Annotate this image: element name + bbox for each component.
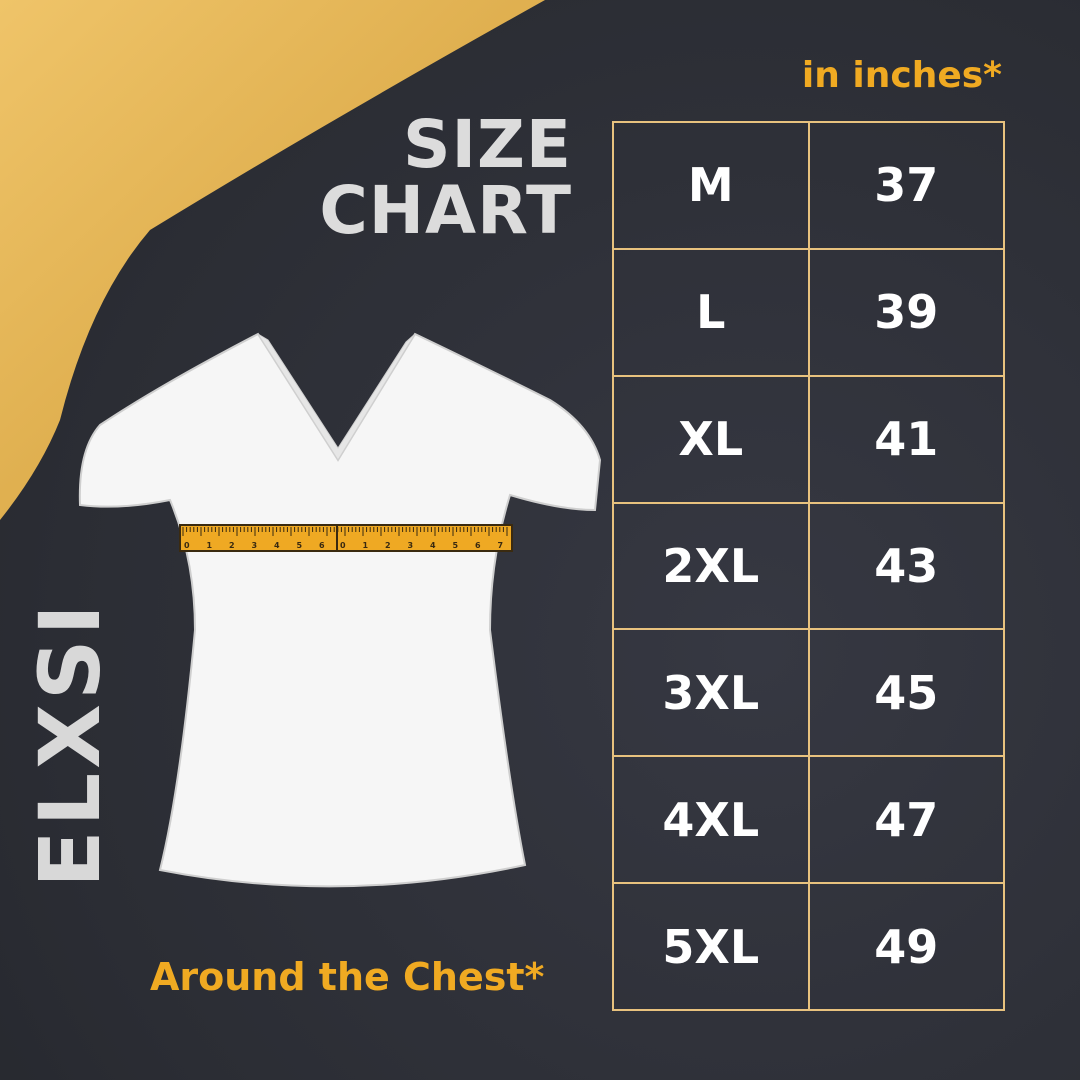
measurement-caption: Around the Chest*	[150, 955, 545, 999]
chest-cell: 37	[807, 121, 1005, 250]
tape-number: 4	[274, 541, 280, 550]
table-row: M 37	[612, 121, 1005, 250]
size-table: M 37 L 39 XL 41 2XL 43 3XL 45 4XL 47 5XL 49	[612, 121, 1005, 1011]
size-cell: 2XL	[612, 501, 810, 631]
page-title: SIZE CHART	[319, 112, 572, 244]
chest-cell: 43	[807, 501, 1005, 631]
tape-number: 6	[319, 541, 325, 550]
size-cell: 3XL	[612, 628, 810, 758]
title-line-2: CHART	[319, 172, 572, 249]
tape-number: 0	[340, 541, 346, 550]
tape-number: 6	[475, 541, 481, 550]
tshirt-illustration: 0 1 2 3 4 5 6 0 1 2 3 4 5 6 7	[78, 332, 602, 888]
title-line-1: SIZE	[402, 106, 572, 183]
chest-cell: 49	[807, 882, 1005, 1011]
measuring-tape: 0 1 2 3 4 5 6 0 1 2 3 4 5 6 7	[179, 524, 513, 552]
table-row: 4XL 47	[612, 755, 1005, 885]
tape-number: 1	[207, 541, 213, 550]
tape-number: 1	[363, 541, 369, 550]
tape-number: 3	[252, 541, 258, 550]
chest-cell: 45	[807, 628, 1005, 758]
table-row: 3XL 45	[612, 628, 1005, 758]
chest-cell: 41	[807, 374, 1005, 504]
tape-number: 2	[385, 541, 391, 550]
size-cell: 4XL	[612, 755, 810, 885]
tape-number: 4	[430, 541, 436, 550]
table-row: 5XL 49	[612, 882, 1005, 1011]
chest-cell: 47	[807, 755, 1005, 885]
size-cell: XL	[612, 374, 810, 504]
table-row: XL 41	[612, 374, 1005, 504]
tape-number: 5	[453, 541, 459, 550]
tape-number: 3	[408, 541, 414, 550]
table-row: 2XL 43	[612, 501, 1005, 631]
chest-cell: 39	[807, 247, 1005, 377]
table-row: L 39	[612, 247, 1005, 377]
tape-number: 0	[184, 541, 190, 550]
tape-number: 7	[498, 541, 504, 550]
size-cell: 5XL	[612, 882, 810, 1011]
size-cell: M	[612, 121, 810, 250]
tape-number: 5	[297, 541, 303, 550]
unit-note: in inches*	[801, 55, 1002, 96]
tape-number: 2	[229, 541, 235, 550]
size-cell: L	[612, 247, 810, 377]
